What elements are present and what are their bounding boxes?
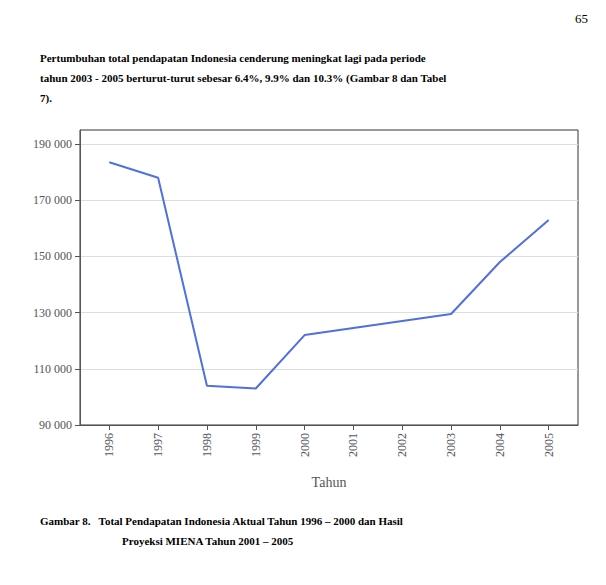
svg-text:1997: 1997 xyxy=(151,433,165,457)
svg-text:2003: 2003 xyxy=(444,433,458,457)
svg-text:2004: 2004 xyxy=(493,433,507,457)
svg-text:2002: 2002 xyxy=(395,433,409,457)
svg-text:190 000: 190 000 xyxy=(33,137,72,151)
svg-text:2005: 2005 xyxy=(542,433,556,457)
svg-text:tahun 2003 - 2005 berturut-tur: tahun 2003 - 2005 berturut-turut sebesar… xyxy=(40,72,446,85)
svg-text:7).: 7). xyxy=(40,92,52,105)
svg-text:1998: 1998 xyxy=(200,433,214,457)
svg-text:Pertumbuhan total pendapatan I: Pertumbuhan total pendapatan Indonesia c… xyxy=(40,52,426,64)
svg-text:1999: 1999 xyxy=(249,433,263,457)
svg-text:1996: 1996 xyxy=(102,433,116,457)
svg-text:150 000: 150 000 xyxy=(33,249,72,263)
svg-text:110 000: 110 000 xyxy=(33,362,72,376)
svg-text:2001: 2001 xyxy=(346,433,360,457)
svg-text:130 000: 130 000 xyxy=(33,306,72,320)
svg-text:Tahun: Tahun xyxy=(312,475,347,490)
svg-text:170 000: 170 000 xyxy=(33,193,72,207)
svg-text:65: 65 xyxy=(575,11,588,26)
svg-text:Gambar 8. Total Pendapatan I: Gambar 8. Total Pendapatan Indonesia Akt… xyxy=(40,515,403,527)
svg-text:90 000: 90 000 xyxy=(39,418,72,432)
svg-text:Proyeksi MIENA Tahun 2001 – 20: Proyeksi MIENA Tahun 2001 – 2005 xyxy=(122,535,294,547)
svg-text:2000: 2000 xyxy=(298,433,312,457)
